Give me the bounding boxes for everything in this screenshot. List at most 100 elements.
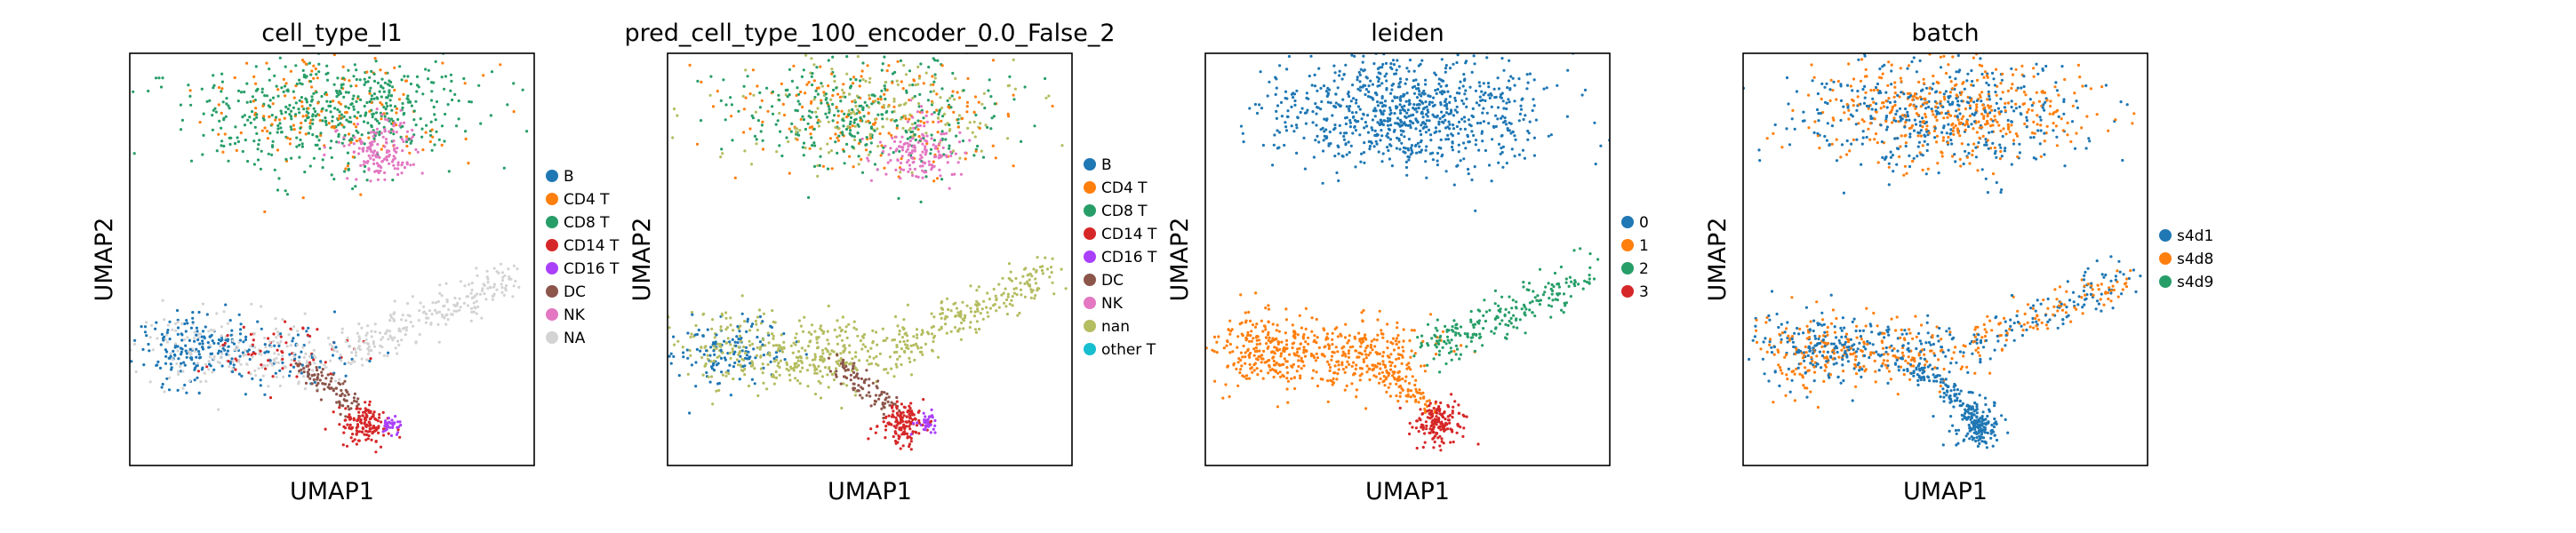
scatter-point — [400, 137, 404, 141]
scatter-point — [908, 427, 912, 431]
scatter-point — [332, 83, 336, 86]
scatter-point — [1397, 65, 1401, 68]
scatter-point — [841, 95, 844, 99]
scatter-point — [868, 81, 871, 84]
scatter-point — [329, 100, 332, 104]
scatter-point — [1239, 351, 1243, 354]
scatter-point — [899, 59, 903, 62]
scatter-point — [724, 370, 728, 374]
scatter-point — [333, 107, 337, 110]
scatter-point — [935, 108, 939, 112]
scatter-point — [1436, 159, 1439, 163]
scatter-point — [916, 110, 920, 114]
scatter-point — [355, 426, 358, 430]
scatter-point — [956, 121, 960, 125]
scatter-point — [286, 107, 290, 111]
scatter-point — [1344, 143, 1348, 147]
scatter-point — [1235, 367, 1238, 370]
scatter-point — [369, 410, 372, 415]
scatter-point — [367, 403, 372, 407]
scatter-point — [387, 338, 390, 341]
scatter-point — [1197, 91, 1200, 93]
scatter-point — [796, 339, 801, 343]
scatter-point — [812, 363, 815, 367]
scatter-point — [1474, 139, 1478, 142]
scatter-point — [274, 371, 277, 375]
scatter-point — [312, 358, 316, 362]
scatter-point — [317, 70, 321, 74]
scatter-point — [381, 410, 385, 414]
scatter-point — [224, 303, 228, 306]
scatter-point — [359, 98, 363, 101]
scatter-point — [331, 119, 334, 123]
scatter-point — [188, 338, 191, 342]
scatter-point — [276, 341, 279, 345]
scatter-point — [1471, 107, 1475, 110]
scatter-point — [189, 326, 193, 330]
scatter-point — [924, 147, 927, 151]
scatter-point — [188, 89, 192, 92]
scatter-point — [1487, 93, 1491, 97]
scatter-point — [295, 136, 299, 139]
scatter-point — [502, 166, 506, 170]
scatter-point — [317, 113, 321, 117]
scatter-point — [193, 378, 196, 382]
scatter-point — [1325, 336, 1329, 339]
scatter-point — [719, 328, 723, 331]
scatter-point — [762, 338, 765, 342]
scatter-point — [1402, 339, 1405, 343]
scatter-point — [1481, 139, 1484, 143]
scatter-point — [932, 160, 935, 163]
scatter-point — [835, 86, 838, 90]
scatter-point — [865, 104, 868, 107]
scatter-point — [252, 351, 255, 354]
scatter-point — [1485, 111, 1489, 115]
scatter-point — [977, 285, 980, 289]
scatter-point — [344, 415, 348, 418]
scatter-point — [869, 427, 873, 431]
scatter-point — [1348, 125, 1352, 129]
scatter-point — [754, 110, 758, 114]
scatter-point — [874, 394, 878, 397]
scatter-point — [486, 281, 490, 284]
scatter-point — [900, 402, 904, 406]
scatter-point — [899, 140, 902, 144]
scatter-point — [827, 304, 830, 308]
scatter-point — [867, 159, 870, 163]
scatter-point — [894, 135, 898, 139]
scatter-point — [827, 120, 830, 123]
scatter-point — [372, 412, 375, 416]
scatter-point — [748, 355, 752, 359]
scatter-point — [881, 117, 884, 121]
scatter-point — [906, 339, 909, 343]
scatter-point — [1415, 96, 1420, 99]
scatter-point — [695, 142, 700, 146]
scatter-point — [826, 142, 829, 146]
scatter-point — [1241, 131, 1244, 135]
scatter-point — [282, 77, 285, 81]
scatter-point — [914, 138, 917, 142]
scatter-point — [940, 312, 944, 315]
scatter-point — [148, 349, 151, 353]
scatter-point — [350, 357, 354, 361]
scatter-point — [689, 354, 692, 357]
scatter-point — [1373, 91, 1377, 95]
scatter-point — [741, 358, 746, 362]
scatter-point — [796, 86, 799, 90]
scatter-point — [292, 355, 296, 359]
scatter-point — [781, 102, 785, 106]
scatter-point — [954, 314, 957, 318]
scatter-point — [252, 163, 256, 166]
scatter-point — [1314, 21, 1316, 24]
scatter-point — [290, 117, 293, 121]
scatter-point — [1414, 143, 1418, 147]
scatter-point — [808, 147, 812, 150]
scatter-point — [1412, 79, 1415, 83]
scatter-point — [732, 377, 735, 381]
scatter-point — [482, 74, 485, 77]
scatter-point — [176, 332, 180, 336]
scatter-point — [289, 69, 292, 73]
scatter-point — [1507, 79, 1511, 83]
scatter-point — [372, 137, 376, 140]
scatter-point — [396, 428, 400, 432]
